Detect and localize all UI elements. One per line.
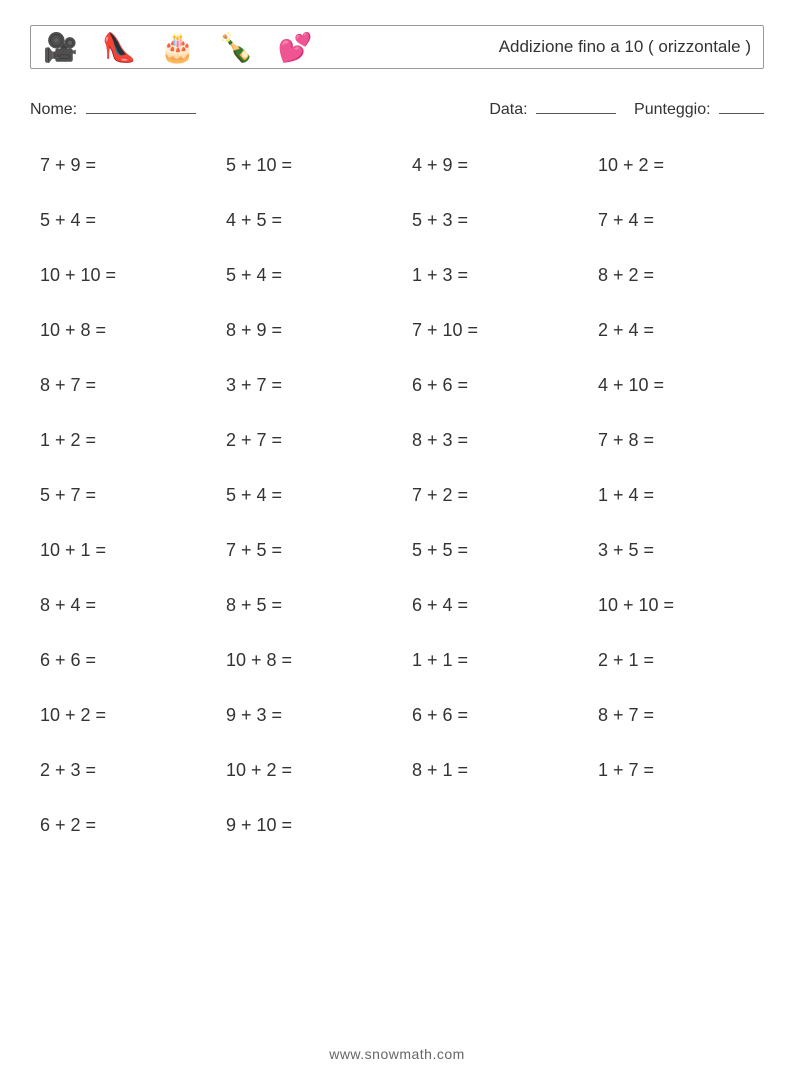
score-field: Punteggio: bbox=[634, 97, 764, 119]
addition-problem: 8 + 7 = bbox=[40, 375, 206, 396]
addition-problem: 8 + 4 = bbox=[40, 595, 206, 616]
addition-problem: 5 + 3 = bbox=[412, 210, 578, 231]
addition-problem: 3 + 7 = bbox=[226, 375, 392, 396]
addition-problem: 5 + 5 = bbox=[412, 540, 578, 561]
addition-problem: 1 + 7 = bbox=[598, 760, 764, 781]
addition-problem: 5 + 4 = bbox=[226, 485, 392, 506]
addition-problem: 6 + 6 = bbox=[412, 705, 578, 726]
addition-problem: 1 + 2 = bbox=[40, 430, 206, 451]
date-label: Data: bbox=[489, 101, 527, 118]
addition-problem: 2 + 7 = bbox=[226, 430, 392, 451]
addition-problem: 1 + 4 = bbox=[598, 485, 764, 506]
addition-problem: 8 + 9 = bbox=[226, 320, 392, 341]
name-label: Nome: bbox=[30, 101, 77, 118]
score-label: Punteggio: bbox=[634, 101, 711, 118]
meta-right-group: Data: Punteggio: bbox=[489, 97, 764, 119]
addition-problem: 10 + 1 = bbox=[40, 540, 206, 561]
addition-problem: 4 + 9 = bbox=[412, 155, 578, 176]
addition-problem: 7 + 5 = bbox=[226, 540, 392, 561]
addition-problem: 8 + 1 = bbox=[412, 760, 578, 781]
addition-problem: 9 + 10 = bbox=[226, 815, 392, 836]
addition-problem: 10 + 8 = bbox=[226, 650, 392, 671]
meta-row: Nome: Data: Punteggio: bbox=[30, 97, 764, 119]
addition-problem: 1 + 1 = bbox=[412, 650, 578, 671]
addition-problem: 5 + 4 = bbox=[40, 210, 206, 231]
addition-problem: 2 + 3 = bbox=[40, 760, 206, 781]
addition-problem: 10 + 2 = bbox=[598, 155, 764, 176]
footer-url: www.snowmath.com bbox=[30, 1046, 764, 1062]
addition-problem: 9 + 3 = bbox=[226, 705, 392, 726]
addition-problem: 5 + 7 = bbox=[40, 485, 206, 506]
addition-problem: 4 + 5 = bbox=[226, 210, 392, 231]
addition-problem: 6 + 2 = bbox=[40, 815, 206, 836]
empty-cell bbox=[598, 815, 764, 836]
addition-problem: 7 + 2 = bbox=[412, 485, 578, 506]
addition-problem: 4 + 10 = bbox=[598, 375, 764, 396]
addition-problem: 8 + 7 = bbox=[598, 705, 764, 726]
header-emoji-row: 🎥 👠 🎂 🍾 💕 bbox=[43, 31, 320, 64]
addition-problem: 10 + 10 = bbox=[40, 265, 206, 286]
addition-problem: 8 + 5 = bbox=[226, 595, 392, 616]
addition-problem: 8 + 2 = bbox=[598, 265, 764, 286]
addition-problem: 7 + 9 = bbox=[40, 155, 206, 176]
date-field: Data: bbox=[489, 97, 616, 119]
addition-problem: 10 + 2 = bbox=[40, 705, 206, 726]
addition-problem: 6 + 6 = bbox=[40, 650, 206, 671]
addition-problem: 7 + 10 = bbox=[412, 320, 578, 341]
addition-problem: 3 + 5 = bbox=[598, 540, 764, 561]
addition-problem: 7 + 8 = bbox=[598, 430, 764, 451]
addition-problem: 2 + 4 = bbox=[598, 320, 764, 341]
addition-problem: 7 + 4 = bbox=[598, 210, 764, 231]
addition-problem: 6 + 6 = bbox=[412, 375, 578, 396]
addition-problem: 10 + 8 = bbox=[40, 320, 206, 341]
worksheet-page: 🎥 👠 🎂 🍾 💕 Addizione fino a 10 ( orizzont… bbox=[0, 0, 794, 1087]
addition-problem: 6 + 4 = bbox=[412, 595, 578, 616]
addition-problem: 5 + 10 = bbox=[226, 155, 392, 176]
header-box: 🎥 👠 🎂 🍾 💕 Addizione fino a 10 ( orizzont… bbox=[30, 25, 764, 69]
addition-problem: 1 + 3 = bbox=[412, 265, 578, 286]
name-blank[interactable] bbox=[86, 97, 196, 114]
score-blank[interactable] bbox=[719, 97, 764, 114]
worksheet-title: Addizione fino a 10 ( orizzontale ) bbox=[499, 37, 751, 57]
addition-problem: 5 + 4 = bbox=[226, 265, 392, 286]
addition-problem: 2 + 1 = bbox=[598, 650, 764, 671]
addition-problem: 8 + 3 = bbox=[412, 430, 578, 451]
name-field: Nome: bbox=[30, 97, 196, 119]
problems-grid: 7 + 9 = 5 + 10 = 4 + 9 = 10 + 2 = 5 + 4 = 4 +… bbox=[30, 155, 764, 836]
addition-problem: 10 + 2 = bbox=[226, 760, 392, 781]
date-blank[interactable] bbox=[536, 97, 616, 114]
empty-cell bbox=[412, 815, 578, 836]
addition-problem: 10 + 10 = bbox=[598, 595, 764, 616]
